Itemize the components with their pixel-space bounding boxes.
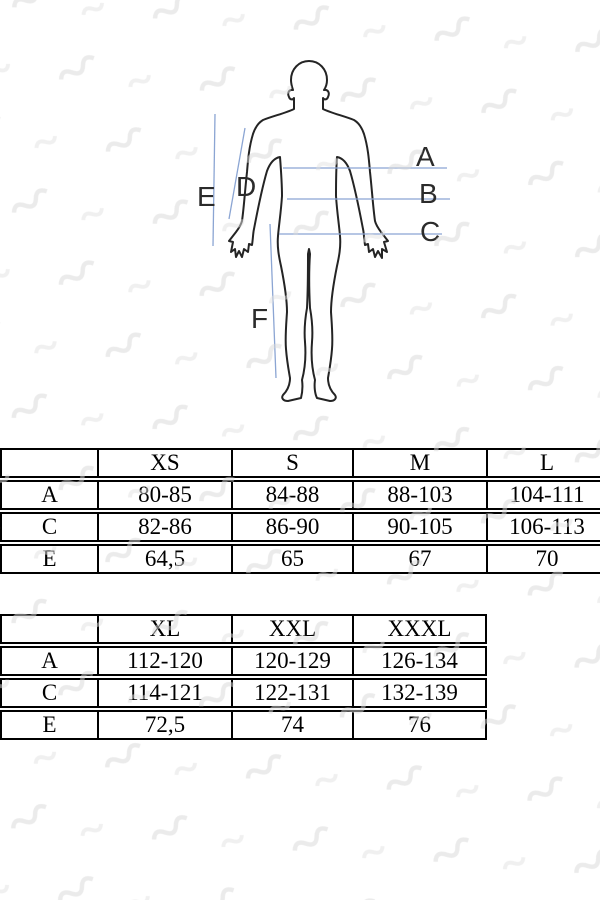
value-cell: 126-134 [353, 646, 487, 676]
value-cell: 114-121 [98, 678, 232, 708]
value-cell: 88-103 [353, 480, 487, 510]
table-row: C 114-121 122-131 132-139 [0, 678, 487, 708]
value-cell: 90-105 [353, 512, 487, 542]
measure-label-d: D [236, 171, 256, 202]
table-row: C 82-86 86-90 90-105 106-113 [0, 512, 600, 542]
value-cell: 82-86 [98, 512, 232, 542]
size-header-cell: L [487, 448, 600, 478]
measure-label-b: B [419, 178, 438, 209]
size-table-xs-l: XS S M L A 80-85 84-88 88-103 104-111 C … [0, 446, 600, 576]
table-header-row: XS S M L [0, 448, 600, 478]
size-table-xs-l-grid: XS S M L A 80-85 84-88 88-103 104-111 C … [0, 446, 600, 576]
value-cell: 112-120 [98, 646, 232, 676]
measure-line-f [269, 223, 277, 379]
size-header-cell: S [232, 448, 353, 478]
measure-label-e: E [197, 181, 216, 212]
table-header-row: XL XXL XXXL [0, 614, 487, 644]
value-cell: 76 [353, 710, 487, 740]
row-label-cell: A [0, 480, 98, 510]
table-row: A 112-120 120-129 126-134 [0, 646, 487, 676]
value-cell: 120-129 [232, 646, 353, 676]
corner-cell [0, 614, 98, 644]
row-label-cell: E [0, 544, 98, 574]
size-header-cell: M [353, 448, 487, 478]
value-cell: 67 [353, 544, 487, 574]
measure-line-e [212, 113, 216, 247]
size-header-cell: XXL [232, 614, 353, 644]
table-row: E 72,5 74 76 [0, 710, 487, 740]
measure-label-a: A [416, 141, 435, 172]
value-cell: 106-113 [487, 512, 600, 542]
corner-cell [0, 448, 98, 478]
value-cell: 104-111 [487, 480, 600, 510]
table-row: A 80-85 84-88 88-103 104-111 [0, 480, 600, 510]
value-cell: 80-85 [98, 480, 232, 510]
value-cell: 74 [232, 710, 353, 740]
body-measurement-diagram: A B C D E F [197, 60, 450, 402]
size-table-xl-xxxl-grid: XL XXL XXXL A 112-120 120-129 126-134 C … [0, 612, 487, 742]
size-header-cell: XS [98, 448, 232, 478]
body-outline-figure [228, 60, 389, 402]
value-cell: 65 [232, 544, 353, 574]
row-label-cell: E [0, 710, 98, 740]
value-cell: 84-88 [232, 480, 353, 510]
measure-label-f: F [251, 303, 268, 334]
row-label-cell: A [0, 646, 98, 676]
row-label-cell: C [0, 678, 98, 708]
value-cell: 122-131 [232, 678, 353, 708]
row-label-cell: C [0, 512, 98, 542]
measure-label-c: C [420, 216, 440, 247]
value-cell: 72,5 [98, 710, 232, 740]
size-header-cell: XXXL [353, 614, 487, 644]
value-cell: 86-90 [232, 512, 353, 542]
size-table-xl-xxxl: XL XXL XXXL A 112-120 120-129 126-134 C … [0, 612, 487, 742]
value-cell: 132-139 [353, 678, 487, 708]
value-cell: 64,5 [98, 544, 232, 574]
table-row: E 64,5 65 67 70 [0, 544, 600, 574]
size-header-cell: XL [98, 614, 232, 644]
value-cell: 70 [487, 544, 600, 574]
